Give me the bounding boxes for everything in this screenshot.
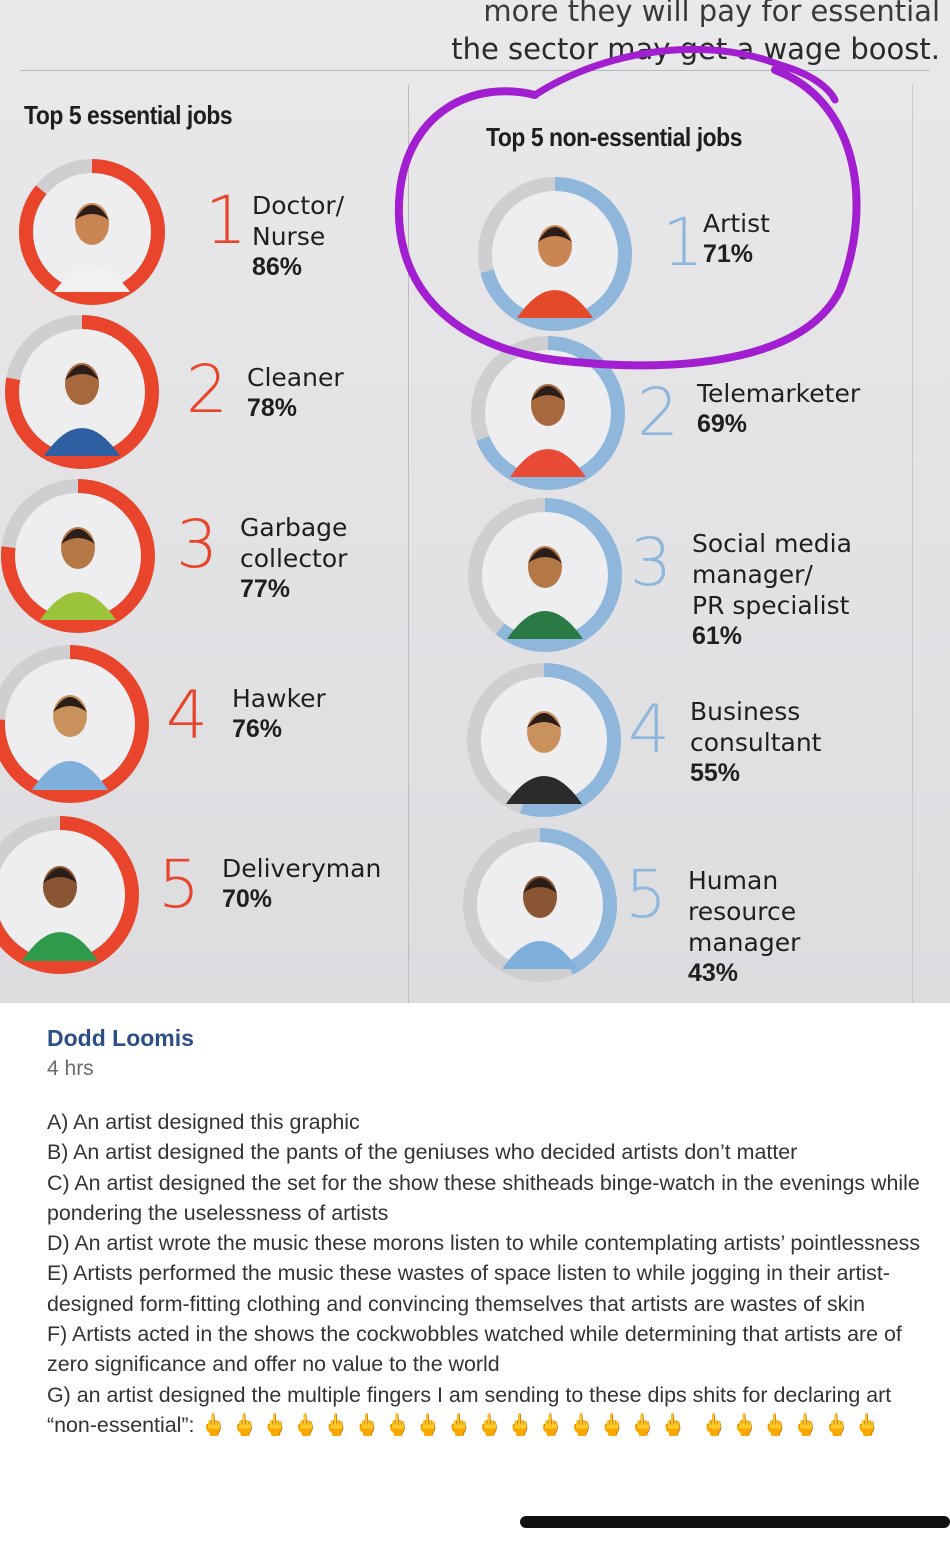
nonessential-rank-number: 1 — [662, 204, 704, 281]
essential-job-label: Garbage collector 77% — [240, 512, 347, 605]
essential-job-percent: 77% — [240, 575, 291, 603]
essential-job-name: Hawker — [232, 684, 326, 713]
nonessential-job-percent: 69% — [697, 410, 748, 438]
nonessential-donut-5 — [463, 828, 617, 982]
essential-job-label: Hawker 76% — [232, 683, 326, 745]
essential-rank-number: 1 — [205, 182, 247, 259]
person-avatar-icon — [506, 711, 582, 804]
nonessential-job-name: Social media manager/ PR specialist — [692, 529, 852, 620]
nonessential-job-percent: 61% — [692, 622, 743, 650]
person-avatar-icon — [22, 866, 98, 961]
post-line: A) An artist designed this graphic — [47, 1110, 360, 1134]
nonessential-job-percent: 43% — [688, 959, 739, 987]
essential-donut-5 — [0, 816, 139, 974]
divider — [20, 70, 930, 71]
nonessential-donut-arc — [471, 336, 625, 490]
nonessential-job-percent: 55% — [690, 759, 741, 787]
middle-finger-emoji-row: 🖕🖕🖕🖕🖕🖕🖕🖕🖕🖕🖕🖕🖕🖕🖕🖕 🖕🖕🖕🖕🖕🖕 — [200, 1412, 885, 1437]
person-avatar-icon — [40, 527, 116, 620]
essential-job-label: Deliveryman 70% — [222, 853, 381, 915]
right-divider — [912, 85, 913, 1003]
post-body: A) An artist designed this graphic B) An… — [47, 1107, 927, 1440]
nonessential-job-label: Telemarketer 69% — [697, 378, 860, 440]
essential-donut-arc — [1, 479, 155, 633]
post-line: F) Artists acted in the shows the cockwo… — [47, 1322, 902, 1377]
nonessential-rank-number: 5 — [625, 856, 667, 933]
person-avatar-icon — [32, 695, 108, 790]
essential-donut-arc — [0, 816, 139, 974]
essential-donut-4 — [0, 645, 149, 803]
nonessential-donut-1 — [478, 177, 632, 331]
nonessential-donut-2 — [471, 336, 625, 490]
person-avatar-icon — [510, 384, 586, 477]
essential-job-name: Garbage collector — [240, 513, 348, 573]
post-line: C) An artist designed the set for the sh… — [47, 1170, 920, 1225]
nonessential-job-name: Human resource manager — [688, 866, 801, 957]
post-line: E) Artists performed the music these was… — [47, 1261, 890, 1316]
nonessential-rank-number: 3 — [630, 524, 672, 601]
nonessential-title: Top 5 non-essential jobs — [486, 122, 742, 152]
nonessential-job-percent: 71% — [703, 240, 754, 268]
essential-donut-1 — [19, 159, 165, 305]
newspaper-graphic: more they will pay for essential the sec… — [0, 0, 950, 1003]
nonessential-donut-arc — [467, 663, 621, 817]
post-author[interactable]: Dodd Loomis — [47, 1025, 194, 1051]
post-line: B) An artist designed the pants of the g… — [47, 1140, 798, 1165]
nonessential-donut-arc — [478, 177, 632, 331]
essential-job-percent: 76% — [232, 715, 283, 743]
essential-rank-number: 3 — [176, 506, 218, 583]
nonessential-rank-number: 2 — [637, 374, 679, 451]
essential-rank-number: 5 — [158, 846, 200, 923]
nonessential-rank-number: 4 — [628, 691, 670, 768]
essential-job-percent: 78% — [247, 394, 298, 422]
essential-rank-number: 2 — [186, 351, 228, 428]
essential-donut-arc — [0, 645, 149, 803]
social-post: Dodd Loomis 4 hrs A) An artist designed … — [0, 1003, 950, 1545]
nonessential-donut-3 — [468, 498, 622, 652]
headline-line-1: more they will pay for essential — [483, 0, 940, 28]
post-line: G) an artist designed the multiple finge… — [47, 1380, 927, 1441]
essential-title: Top 5 essential jobs — [24, 100, 233, 130]
nonessential-donut-arc — [468, 498, 622, 652]
essential-donut-2 — [5, 315, 159, 469]
essential-job-name: Deliveryman — [222, 854, 382, 883]
essential-rank-number: 4 — [166, 677, 208, 754]
nonessential-job-label: Social media manager/ PR specialist 61% — [692, 528, 852, 652]
nonessential-job-name: Artist — [703, 209, 770, 238]
essential-job-percent: 86% — [252, 253, 303, 281]
nonessential-donut-arc — [463, 828, 617, 982]
nonessential-job-label: Business consultant 55% — [690, 696, 821, 789]
essential-job-name: Doctor/ Nurse — [252, 191, 345, 251]
post-line-text: G) an artist designed the multiple finge… — [47, 1382, 892, 1437]
person-avatar-icon — [54, 203, 130, 292]
hand-drawn-circle-annotation — [394, 45, 861, 370]
person-avatar-icon — [502, 876, 578, 969]
column-divider — [408, 85, 409, 1003]
person-avatar-icon — [507, 546, 583, 639]
nonessential-job-name: Business consultant — [690, 697, 822, 757]
essential-job-percent: 70% — [222, 885, 273, 913]
essential-donut-3 — [1, 479, 155, 633]
nonessential-donut-4 — [467, 663, 621, 817]
nonessential-job-label: Artist 71% — [703, 208, 770, 270]
post-line: D) An artist wrote the music these moron… — [47, 1231, 921, 1256]
essential-job-name: Cleaner — [247, 363, 344, 392]
person-avatar-icon — [44, 363, 120, 456]
post-timestamp[interactable]: 4 hrs — [47, 1057, 94, 1080]
horizontal-scrollbar[interactable] — [520, 1516, 950, 1528]
nonessential-job-name: Telemarketer — [697, 379, 861, 408]
essential-job-label: Cleaner 78% — [247, 362, 344, 424]
person-avatar-icon — [517, 225, 593, 318]
nonessential-job-label: Human resource manager 43% — [688, 865, 800, 989]
essential-donut-arc — [5, 315, 159, 469]
essential-donut-arc — [19, 159, 165, 305]
essential-job-label: Doctor/ Nurse 86% — [252, 190, 344, 283]
